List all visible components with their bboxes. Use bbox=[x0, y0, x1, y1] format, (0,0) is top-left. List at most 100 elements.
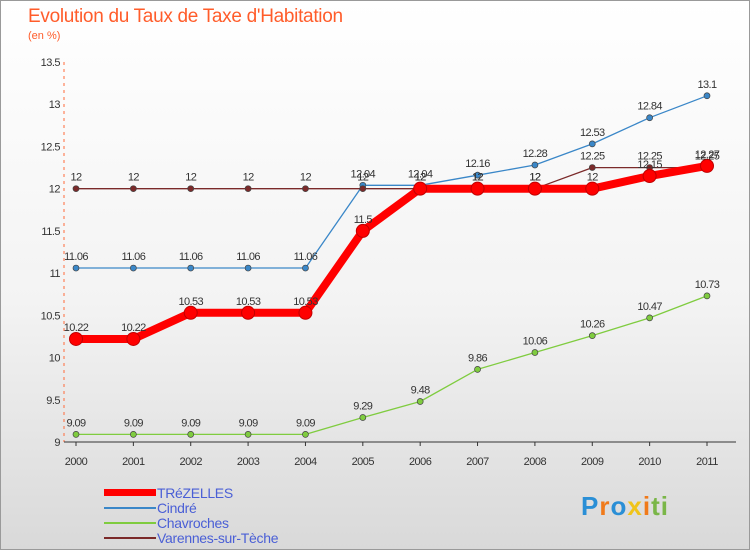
x-tick-label: 2008 bbox=[524, 456, 547, 468]
data-label: 9.09 bbox=[239, 417, 258, 429]
data-point bbox=[470, 181, 485, 196]
data-label: 9.86 bbox=[468, 352, 487, 364]
data-point bbox=[531, 349, 539, 356]
data-label: 10.47 bbox=[637, 301, 662, 313]
y-tick-label: 11.5 bbox=[41, 226, 60, 238]
data-point bbox=[700, 158, 714, 173]
data-label: 11.5 bbox=[354, 214, 373, 226]
legend-swatch bbox=[104, 489, 156, 496]
series-line-2 bbox=[76, 295, 708, 436]
data-point bbox=[703, 92, 711, 100]
data-label: 12 bbox=[128, 172, 140, 184]
data-label: 12 bbox=[185, 172, 197, 184]
data-label: 10.22 bbox=[121, 322, 146, 334]
data-point bbox=[72, 185, 80, 193]
y-tick-label: 11 bbox=[50, 268, 61, 280]
y-tick-label: 12.5 bbox=[41, 141, 61, 153]
series-line-1 bbox=[76, 95, 708, 269]
data-point bbox=[130, 431, 137, 438]
x-tick-label: 2006 bbox=[409, 456, 432, 468]
logo-letter: r bbox=[599, 491, 611, 521]
logo-letter: i bbox=[660, 491, 669, 521]
data-label: 9.09 bbox=[296, 417, 315, 429]
data-label: 12 bbox=[415, 172, 427, 184]
data-point bbox=[130, 264, 137, 272]
logo-letter: t bbox=[651, 491, 661, 521]
data-label: 12.25 bbox=[695, 151, 720, 163]
data-label: 12.27 bbox=[695, 149, 720, 161]
data-point bbox=[531, 161, 539, 169]
data-point bbox=[302, 185, 309, 193]
series-line-3 bbox=[76, 166, 707, 190]
data-point bbox=[130, 185, 137, 193]
data-point bbox=[72, 431, 80, 438]
data-label: 9.09 bbox=[181, 417, 200, 429]
legend-swatch bbox=[104, 506, 156, 509]
data-point bbox=[187, 264, 195, 272]
legend: TRéZELLES Cindré Chavroches Varennes-sur-Tè… bbox=[104, 484, 278, 546]
data-label: 12.04 bbox=[351, 168, 376, 180]
data-label: 11.06 bbox=[294, 251, 318, 263]
x-tick-label: 2005 bbox=[352, 456, 375, 468]
data-label: 12 bbox=[300, 172, 312, 184]
legend-label: Cindré bbox=[157, 499, 197, 516]
data-label: 13.1 bbox=[697, 79, 716, 91]
data-point bbox=[244, 185, 252, 193]
logo-letter: o bbox=[610, 491, 628, 521]
data-point bbox=[359, 185, 367, 193]
data-label: 12.15 bbox=[637, 159, 662, 171]
data-label: 10.53 bbox=[293, 296, 318, 308]
data-label: 11.06 bbox=[64, 251, 88, 263]
data-point bbox=[187, 185, 195, 193]
data-point bbox=[703, 292, 711, 300]
x-tick-label: 2007 bbox=[466, 456, 489, 468]
data-point bbox=[72, 264, 80, 272]
data-label: 12.16 bbox=[465, 158, 490, 170]
data-label: 12 bbox=[243, 172, 255, 184]
data-point bbox=[298, 305, 313, 320]
y-tick-label: 10 bbox=[49, 353, 61, 365]
data-point bbox=[646, 314, 653, 322]
data-label: 11.06 bbox=[236, 251, 260, 263]
data-point bbox=[416, 398, 424, 405]
legend-label: Chavroches bbox=[157, 514, 229, 531]
proxiti-logo: Proxiti bbox=[581, 491, 669, 522]
data-point bbox=[588, 164, 596, 171]
data-label: 12.28 bbox=[523, 148, 548, 160]
y-tick-label: 12 bbox=[49, 184, 61, 196]
data-label: 12 bbox=[529, 172, 541, 184]
x-tick-label: 2009 bbox=[581, 456, 604, 468]
data-point bbox=[527, 181, 542, 196]
data-point bbox=[302, 431, 309, 438]
data-label: 10.73 bbox=[695, 279, 720, 291]
y-tick-label: 13 bbox=[49, 99, 61, 111]
data-label: 12.53 bbox=[580, 127, 605, 139]
data-label: 12.25 bbox=[637, 151, 662, 163]
data-label: 12.84 bbox=[637, 101, 662, 113]
y-tick-label: 9 bbox=[54, 437, 60, 449]
legend-item: Chavroches bbox=[104, 514, 278, 531]
data-label: 9.48 bbox=[411, 384, 430, 396]
data-point bbox=[413, 181, 428, 196]
data-label: 11.06 bbox=[122, 251, 146, 263]
data-point bbox=[474, 366, 481, 373]
legend-swatch bbox=[104, 521, 156, 524]
y-tick-label: 10.5 bbox=[41, 310, 61, 322]
data-label: 10.22 bbox=[64, 322, 89, 334]
legend-label: TRéZELLES bbox=[157, 484, 233, 501]
data-point bbox=[359, 414, 367, 421]
data-label: 10.53 bbox=[236, 296, 261, 308]
data-point bbox=[244, 264, 252, 272]
data-point bbox=[585, 181, 600, 196]
chart-title: Evolution du Taux de Taxe d'Habitation bbox=[28, 6, 343, 27]
data-point bbox=[355, 223, 370, 238]
x-tick-label: 2011 bbox=[696, 456, 718, 468]
data-label: 9.09 bbox=[124, 417, 143, 429]
data-label: 12 bbox=[587, 172, 599, 184]
data-point bbox=[187, 431, 195, 438]
data-point bbox=[302, 264, 309, 272]
data-label: 10.26 bbox=[580, 319, 605, 331]
data-point bbox=[474, 171, 481, 179]
y-tick-label: 13.5 bbox=[41, 57, 61, 69]
data-point bbox=[183, 305, 198, 320]
